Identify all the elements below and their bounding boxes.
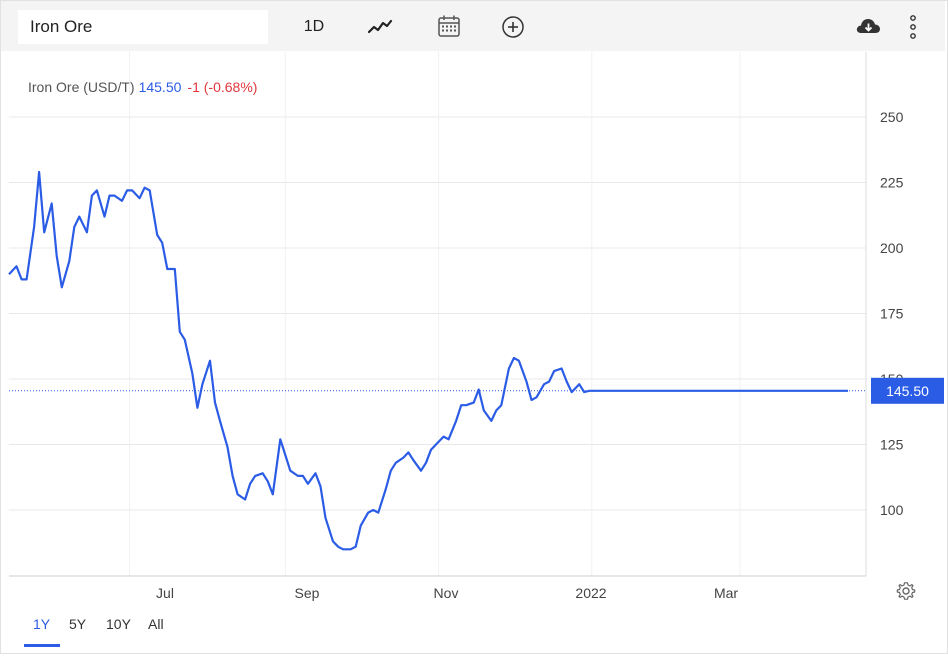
y-tick-label: 125 [880, 437, 904, 453]
active-range-indicator [24, 644, 60, 647]
y-tick-label: 225 [880, 175, 904, 191]
line-chart-icon[interactable] [367, 17, 393, 37]
y-tick-label: 200 [880, 240, 904, 256]
symbol-search-input[interactable]: Iron Ore [18, 10, 268, 44]
add-circle-icon[interactable] [501, 15, 525, 39]
range-5y-button[interactable]: 5Y [69, 616, 87, 632]
settings-gear-icon[interactable] [896, 581, 916, 601]
last-price-label: 145.50 [886, 383, 929, 399]
range-all-button[interactable]: All [148, 616, 164, 632]
range-selector: 1Y 5Y 10Y All [0, 606, 948, 650]
x-tick-label: Jul [156, 585, 174, 601]
price-chart[interactable]: 100125150175200225250JulSepNov2022Mar145… [0, 52, 948, 608]
legend-change: -1 (-0.68%) [187, 79, 258, 95]
calendar-icon[interactable] [437, 14, 461, 38]
cloud-download-icon[interactable] [854, 15, 882, 37]
chart-toolbar: Iron Ore 1D [1, 1, 945, 51]
x-tick-label: 2022 [575, 585, 606, 601]
y-tick-label: 100 [880, 502, 904, 518]
range-1y-button[interactable]: 1Y [33, 616, 51, 632]
legend-series-name: Iron Ore (USD/T) [28, 79, 135, 95]
x-tick-label: Sep [295, 585, 320, 601]
more-vertical-icon[interactable] [907, 14, 919, 40]
x-tick-label: Nov [434, 585, 459, 601]
range-10y-button[interactable]: 10Y [106, 616, 131, 632]
price-series-line [8, 170, 848, 551]
x-tick-label: Mar [714, 585, 738, 601]
y-tick-label: 250 [880, 109, 904, 125]
interval-button[interactable]: 1D [303, 18, 325, 35]
y-tick-label: 175 [880, 306, 904, 322]
chart-legend: Iron Ore (USD/T) 145.50 -1 (-0.68%) [28, 79, 257, 95]
legend-price: 145.50 [138, 79, 182, 95]
last-price-tag [871, 377, 944, 404]
